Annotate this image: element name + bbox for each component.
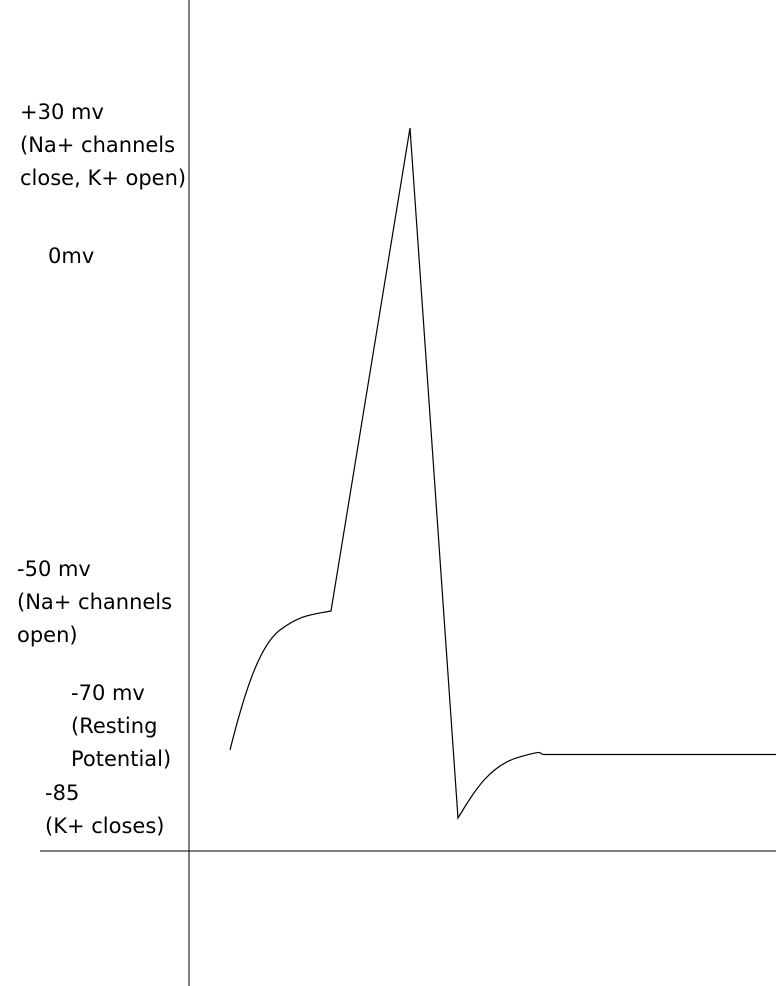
label-line: -70 mv: [71, 681, 145, 705]
label-line: open): [17, 623, 78, 647]
membrane-potential-line: [229, 127, 776, 820]
label-line: close, K+ open): [20, 166, 187, 190]
label-line: (Na+ channels: [17, 590, 173, 614]
y-label-plus-30mv: +30 mv (Na+ channels close, K+ open): [20, 96, 186, 195]
label-line: 0mv: [48, 244, 95, 268]
label-line: +30 mv: [20, 100, 104, 124]
label-line: (Resting: [71, 714, 158, 738]
label-line: -50 mv: [17, 557, 91, 581]
y-label-0mv: 0mv: [48, 240, 94, 273]
label-line: Potential): [71, 747, 172, 771]
label-line: -85: [45, 781, 80, 805]
y-label-minus-50mv: -50 mv (Na+ channels open): [17, 553, 172, 652]
label-line: (Na+ channels: [20, 133, 176, 157]
y-label-minus-70mv: -70 mv (Resting Potential): [71, 677, 171, 776]
y-label-minus-85mv: -85 (K+ closes): [45, 777, 164, 843]
label-line: (K+ closes): [45, 814, 165, 838]
